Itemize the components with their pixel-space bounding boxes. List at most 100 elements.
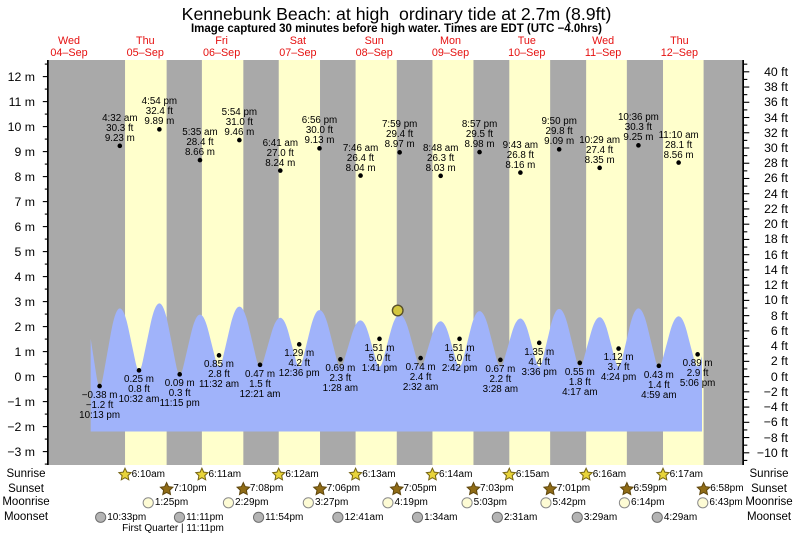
day-name: Mon [439,35,461,47]
right-tick-minor [743,276,748,279]
day-label: Wed 11–Sep [568,35,638,60]
left-tick-minor [44,188,48,190]
sunrise-time: 6:16am [592,468,627,480]
left-tick-minor [44,213,48,215]
right-tick-major [743,208,750,210]
moonrise-time: 5:42pm [552,497,586,508]
right-axis-label: 40 ft [764,64,788,79]
high-tide-label: 4:54 pm 32.4 ft 9.89 m [114,97,204,127]
moonrise-time: 1:25pm [154,497,189,508]
tide-label-line: 2:42 pm [441,362,478,374]
right-tick-minor [743,78,748,80]
sunrise-star-icon [117,467,133,481]
right-tick-minor [743,337,748,340]
right-tick-minor [743,307,748,309]
right-axis-label: 16 ft [764,247,788,262]
right-axis-label: 30 ft [764,141,788,155]
right-tick-major [743,299,750,301]
tide-label-line: 8:48 am [422,142,459,154]
tide-label-line: 28.4 ft [186,137,214,149]
high-tide-label: 10:36 pm 30.3 ft 9.25 m [593,113,683,143]
high-tide-dot [197,157,203,163]
sunset-star-icon [235,481,251,496]
left-axis-label: −2 m [7,419,35,434]
tide-label-line: 1.8 ft [568,376,591,388]
right-tick-major [743,116,750,119]
low-tide-label: 1.51 m 5.0 ft 1:41 pm [334,343,424,374]
moonset-time: 2:31am [503,511,538,523]
right-tick-minor [743,292,748,294]
sunrise-time: 6:10am [131,468,165,480]
low-tide-dot [177,372,182,377]
sunrise-time: 6:15am [515,468,550,480]
left-tick-major [42,376,48,378]
day-date: 05–Sep [126,46,164,59]
right-tick-minor [743,444,748,446]
tide-label-line: 8.24 m [265,157,296,169]
sunrise-time: 6:17am [669,468,703,480]
tide-label-line: 5.0 ft [368,352,391,364]
tide-label-line: 9.25 m [623,132,654,144]
tide-label-line: 30.0 ft [305,125,334,137]
tide-label-line: 1:28 am [322,383,359,395]
low-tide-label: 0.25 m 0.8 ft 10:32 am [94,375,184,405]
low-tide-label: 0.67 m 2.2 ft 3:28 am [455,363,545,395]
tide-label-line: 4:32 am [102,112,138,124]
tide-label-line: 30.3 ft [106,122,134,134]
sunrise-star-icon [194,467,210,481]
right-axis-label: 0 ft [770,369,788,384]
day-label: Wed 04–Sep [34,35,104,60]
tide-label-line: 26.4 ft [346,152,375,164]
day-name: Sun [364,35,384,47]
sunset-star-icon [389,481,405,496]
right-tick-major [743,391,750,393]
moonrise-row-label-left: Moonrise [2,496,50,509]
tide-label-line: 4.2 ft [288,358,311,370]
day-name: Tue [517,35,536,47]
moon-phase-marker [391,304,404,317]
tide-label-line: 2.9 ft [686,368,709,380]
right-axis-label: −2 ft [763,384,788,399]
right-tick-minor [743,414,748,416]
right-tick-major [743,406,750,408]
tide-label-line: 2:32 am [402,381,439,393]
sunset-star-icon [542,481,558,496]
right-tick-minor [743,429,748,431]
right-tick-minor [743,170,748,172]
page-subtitle: Image captured 30 minutes before high wa… [190,23,603,35]
tide-label-line: 0.67 m [485,363,516,375]
sunset-row-label-left: Sunset [8,482,44,495]
low-tide-dot [97,383,102,389]
day-date: 09–Sep [431,46,470,59]
sunrise-star-icon [655,467,671,481]
day-name: Thu [670,35,689,47]
right-axis-label: 22 ft [764,201,788,216]
moonset-circle-icon [173,511,186,523]
high-tide-dot [237,137,242,143]
right-tick-major [743,284,750,286]
moonset-circle-icon [332,511,344,523]
high-tide-label: 10:29 am 27.4 ft 8.35 m [555,135,645,166]
high-tide-label: 7:46 am 26.4 ft 8.04 m [316,143,406,174]
tide-label-line: 27.0 ft [266,147,294,159]
tide-label-line: 0.69 m [325,363,356,375]
moonset-time: 12:41am [344,511,384,523]
high-tide-label: 6:41 am 27.0 ft 8.24 m [235,138,325,169]
tide-label-line: 31.0 ft [225,117,253,129]
right-axis-label: 4 ft [770,339,788,354]
tide-label-line: −1.2 ft [85,399,114,411]
low-tide-dot [136,368,142,373]
left-tick-major [42,126,48,128]
right-tick-major [743,86,750,88]
right-tick-major [743,101,750,103]
moonset-circle-icon [491,511,503,523]
left-tick-minor [44,238,48,240]
right-tick-minor [743,155,748,157]
right-axis-label: 14 ft [764,262,788,277]
sunrise-star-icon [578,467,594,481]
day-date: 08–Sep [355,46,393,59]
right-tick-minor [743,216,748,218]
high-tide-dot [157,127,162,132]
right-tick-major [743,452,750,454]
day-date: 04–Sep [50,46,88,59]
